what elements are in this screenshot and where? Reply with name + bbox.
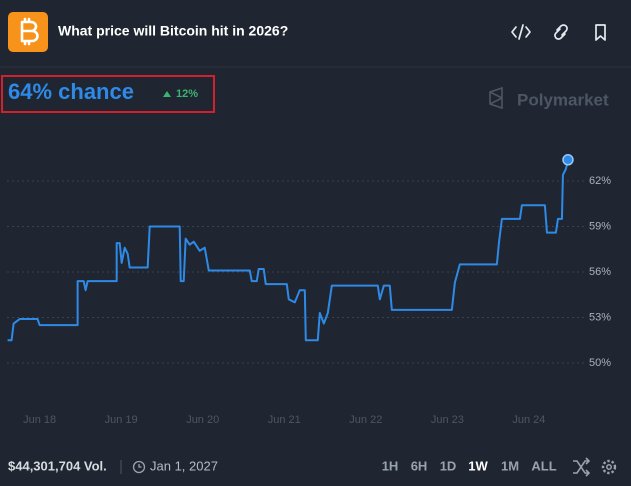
chance-label: 64% chance — [8, 79, 134, 104]
clock-icon — [132, 460, 146, 474]
volume: $44,301,704 Vol. — [8, 458, 107, 473]
shuffle-button[interactable] — [573, 457, 591, 477]
x-tick-label: Jun 23 — [431, 414, 464, 426]
highlight-box — [1, 75, 215, 113]
watermark-logo — [489, 86, 503, 110]
watermark: Polymarket — [517, 90, 609, 109]
timeframe-button[interactable]: 1M — [501, 458, 519, 473]
y-tick-label: 59% — [589, 220, 611, 232]
x-tick-label: Jun 18 — [23, 414, 56, 426]
x-tick-label: Jun 22 — [349, 414, 382, 426]
timeframe-button[interactable]: ALL — [531, 458, 556, 473]
y-tick-label: 50% — [589, 357, 611, 369]
y-tick-label: 62% — [589, 175, 611, 187]
timeframe-button[interactable]: 1W — [468, 458, 488, 473]
x-tick-label: Jun 20 — [186, 414, 219, 426]
end-point — [562, 154, 574, 166]
settings-button[interactable] — [601, 459, 617, 475]
market-title: What price will Bitcoin hit in 2026? — [58, 23, 288, 39]
x-tick-label: Jun 21 — [268, 414, 301, 426]
bookmark-button[interactable] — [595, 24, 606, 41]
end-date: Jan 1, 2027 — [150, 458, 218, 473]
timeframe-button[interactable]: 1D — [440, 458, 457, 473]
up-arrow — [163, 91, 171, 97]
y-tick-label: 53% — [589, 311, 611, 323]
link-button[interactable] — [554, 24, 568, 40]
change-label: 12% — [176, 88, 198, 100]
embed-button[interactable] — [511, 24, 531, 40]
x-tick-label: Jun 24 — [512, 414, 545, 426]
price-line — [7, 159, 569, 342]
x-tick-label: Jun 19 — [105, 414, 138, 426]
y-tick-label: 56% — [589, 266, 611, 278]
timeframe-button[interactable]: 6H — [411, 458, 428, 473]
bitcoin-logo — [8, 12, 48, 52]
timeframe-button[interactable]: 1H — [382, 458, 399, 473]
